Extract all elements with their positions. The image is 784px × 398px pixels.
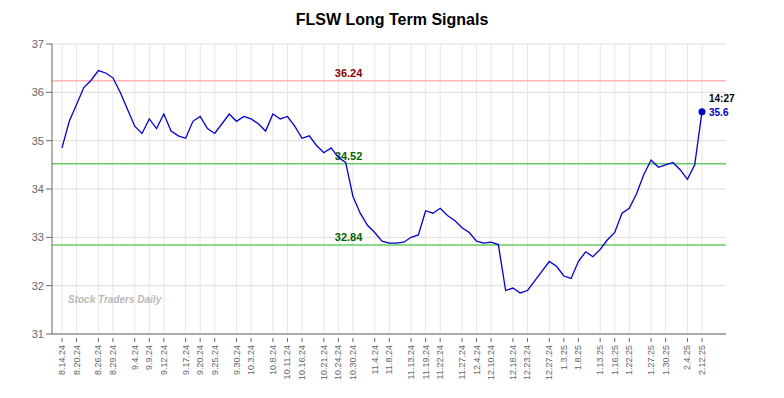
html-text:Stock Traders Daily: Stock Traders Daily (68, 294, 162, 305)
svg-text:10.24.24: 10.24.24 (333, 345, 343, 380)
svg-text:32.84: 32.84 (335, 231, 363, 243)
svg-text:36: 36 (32, 86, 44, 98)
svg-text:9.9.24: 9.9.24 (144, 345, 154, 370)
svg-text:10.3.24: 10.3.24 (246, 345, 256, 375)
svg-text:32: 32 (32, 280, 44, 292)
svg-text:10.21.24: 10.21.24 (319, 345, 329, 380)
svg-text:31: 31 (32, 328, 44, 340)
svg-text:11.8.24: 11.8.24 (384, 345, 394, 374)
html-text:FLSW Long Term Signals: FLSW Long Term Signals (295, 11, 489, 28)
svg-text:36.24: 36.24 (335, 67, 363, 79)
svg-text:14:27: 14:27 (709, 93, 735, 104)
svg-text:11.4.24: 11.4.24 (370, 345, 380, 374)
svg-text:2.12.25: 2.12.25 (697, 345, 707, 375)
svg-text:2.4.25: 2.4.25 (682, 345, 692, 370)
svg-text:12.10.24: 12.10.24 (486, 345, 496, 380)
svg-text:9.30.24: 9.30.24 (232, 345, 242, 375)
svg-text:9.20.24: 9.20.24 (195, 345, 205, 375)
svg-text:12.18.24: 12.18.24 (508, 345, 518, 380)
svg-text:10.30.24: 10.30.24 (348, 345, 358, 380)
svg-text:11.19.24: 11.19.24 (421, 345, 431, 379)
svg-text:1.30.25: 1.30.25 (661, 345, 671, 375)
svg-text:35.6: 35.6 (709, 107, 729, 118)
svg-text:8.14.24: 8.14.24 (57, 345, 67, 375)
svg-text:12.23.24: 12.23.24 (522, 345, 532, 380)
svg-text:11.27.24: 11.27.24 (457, 345, 467, 379)
svg-text:8.20.24: 8.20.24 (72, 345, 82, 375)
svg-text:34: 34 (32, 183, 44, 195)
svg-text:1.8.25: 1.8.25 (573, 345, 583, 370)
svg-text:10.16.24: 10.16.24 (297, 345, 307, 380)
svg-text:34.52: 34.52 (335, 150, 363, 162)
svg-text:10.11.24: 10.11.24 (282, 345, 292, 379)
svg-text:33: 33 (32, 231, 44, 243)
svg-text:8.26.24: 8.26.24 (93, 345, 103, 375)
svg-text:9.4.24: 9.4.24 (130, 345, 140, 370)
svg-text:1.27.25: 1.27.25 (646, 345, 656, 375)
svg-text:9.25.24: 9.25.24 (210, 345, 220, 375)
svg-text:9.12.24: 9.12.24 (159, 345, 169, 375)
svg-text:35: 35 (32, 135, 44, 147)
svg-text:12.27.24: 12.27.24 (544, 345, 554, 380)
svg-text:1.22.25: 1.22.25 (624, 345, 634, 375)
svg-text:37: 37 (32, 38, 44, 50)
svg-text:11.13.24: 11.13.24 (406, 345, 416, 379)
svg-text:12.4.24: 12.4.24 (472, 345, 482, 375)
svg-text:1.16.25: 1.16.25 (610, 345, 620, 375)
svg-text:1.3.25: 1.3.25 (559, 345, 569, 370)
svg-text:8.29.24: 8.29.24 (108, 345, 118, 375)
svg-text:9.17.24: 9.17.24 (181, 345, 191, 375)
svg-text:11.22.24: 11.22.24 (435, 345, 445, 379)
svg-text:1.13.25: 1.13.25 (595, 345, 605, 375)
svg-text:10.8.24: 10.8.24 (268, 345, 278, 375)
